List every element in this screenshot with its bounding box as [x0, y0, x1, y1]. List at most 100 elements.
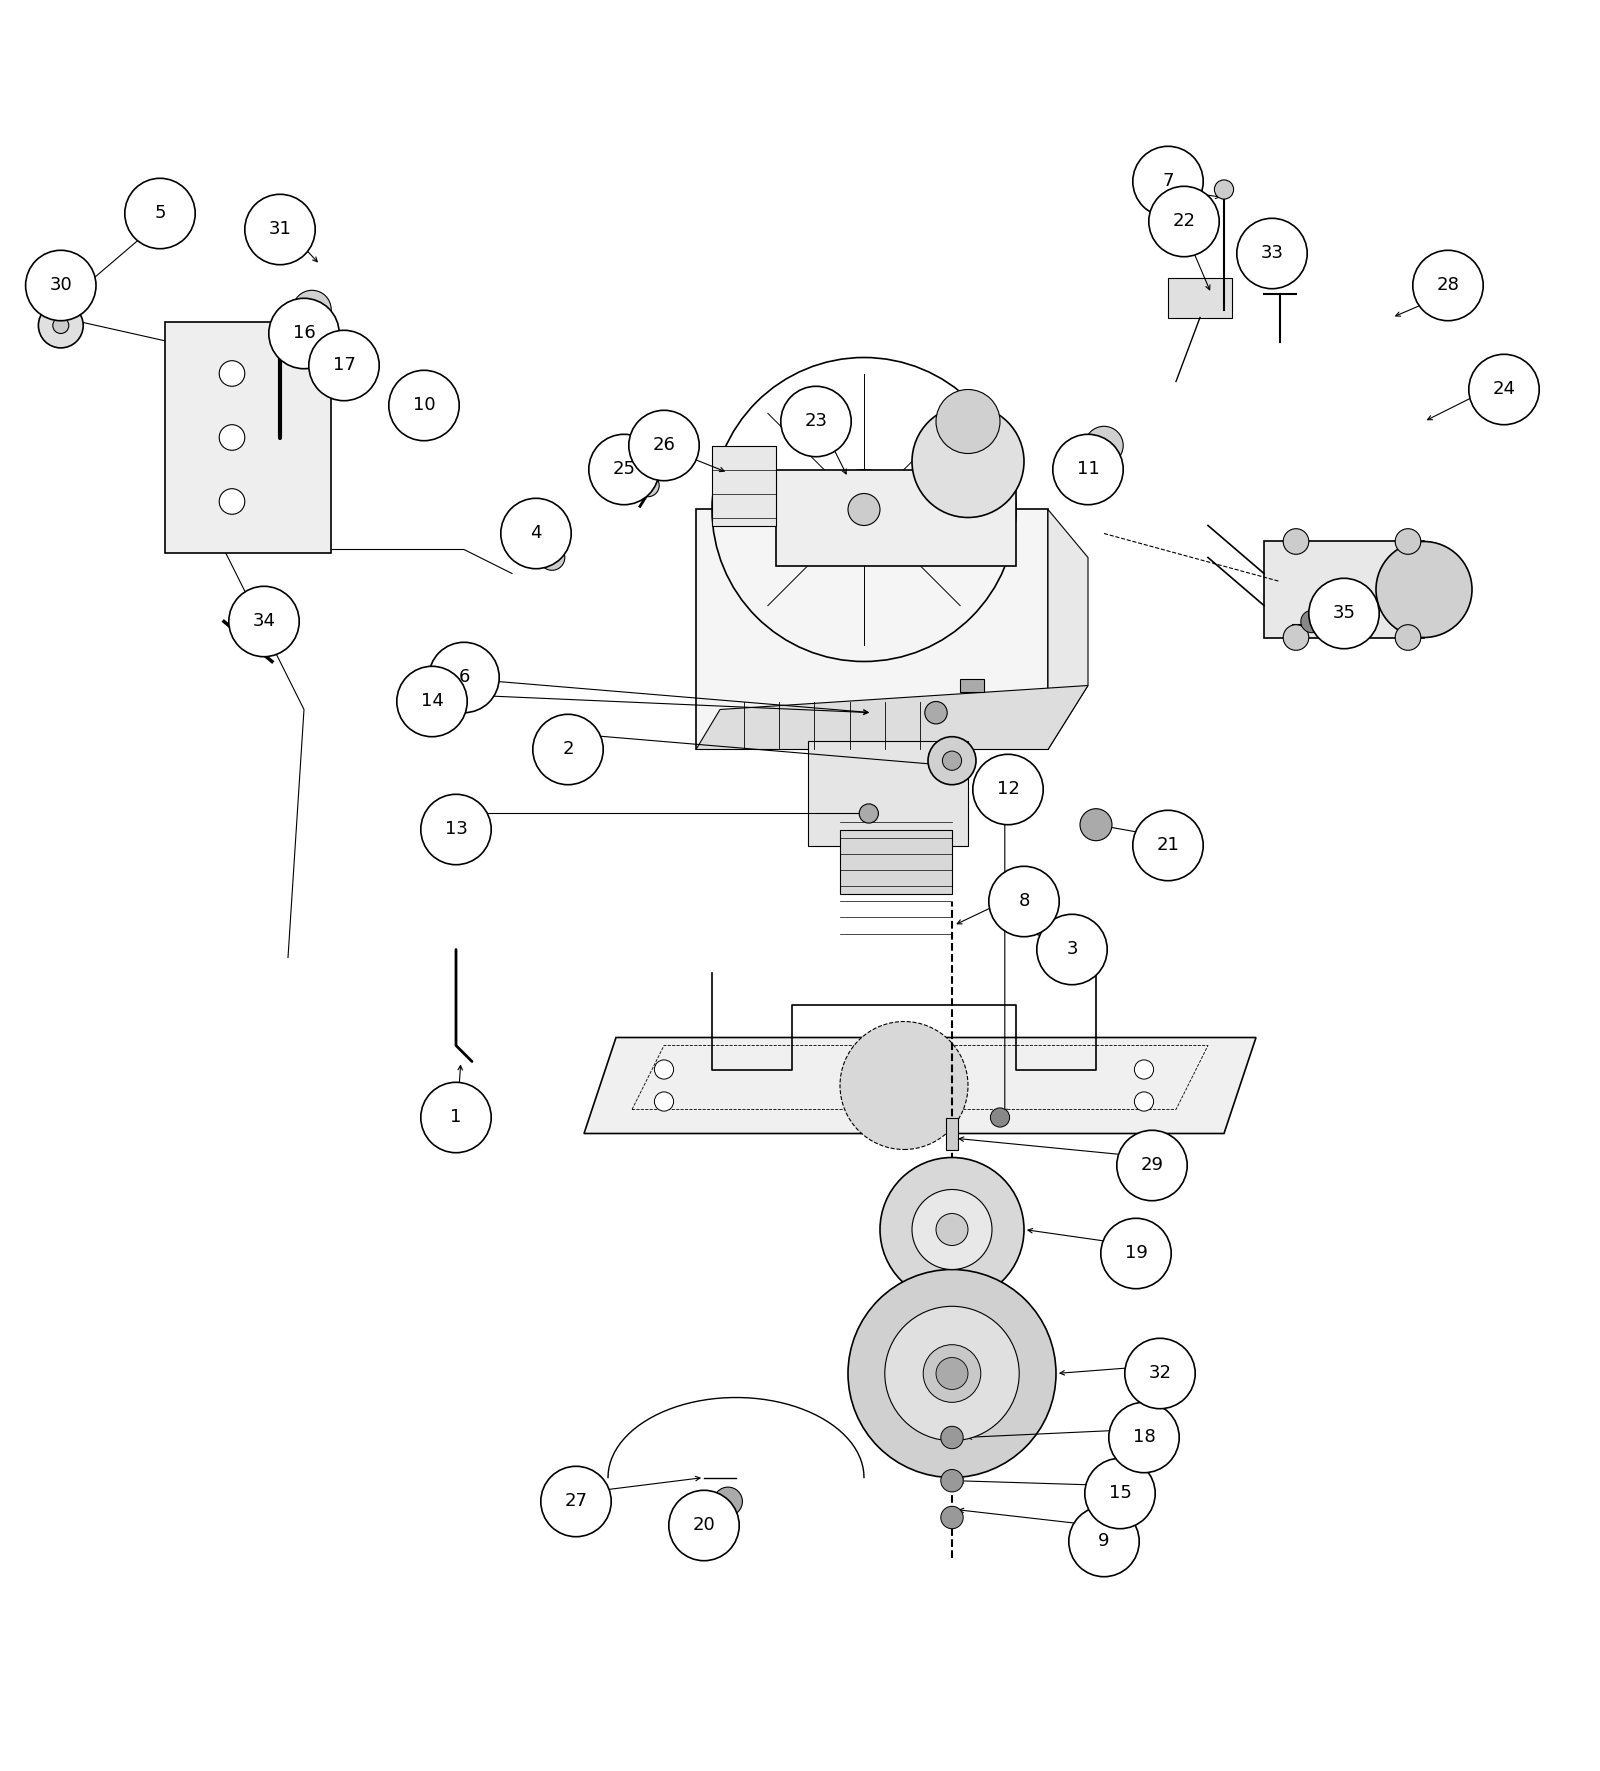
Circle shape — [654, 1093, 674, 1110]
Text: 33: 33 — [1261, 244, 1283, 262]
Circle shape — [629, 411, 699, 480]
Text: 34: 34 — [253, 613, 275, 630]
Circle shape — [941, 1470, 963, 1491]
Text: 4: 4 — [530, 524, 542, 542]
Circle shape — [26, 250, 96, 321]
Circle shape — [1395, 625, 1421, 650]
Text: 15: 15 — [1109, 1484, 1131, 1502]
FancyBboxPatch shape — [776, 469, 1016, 565]
Circle shape — [501, 498, 571, 568]
Circle shape — [38, 303, 83, 347]
Text: 26: 26 — [653, 436, 675, 455]
Text: 25: 25 — [613, 460, 635, 478]
Circle shape — [421, 1082, 491, 1153]
Circle shape — [1413, 250, 1483, 321]
Circle shape — [941, 1426, 963, 1449]
Text: 7: 7 — [1162, 172, 1174, 191]
Circle shape — [925, 701, 947, 724]
Text: 31: 31 — [269, 221, 291, 239]
Text: 22: 22 — [1173, 213, 1195, 230]
Text: 23: 23 — [805, 413, 827, 430]
Text: 16: 16 — [293, 324, 315, 342]
Circle shape — [1301, 611, 1323, 632]
Text: 19: 19 — [1125, 1245, 1147, 1263]
Circle shape — [1283, 530, 1309, 554]
Circle shape — [1133, 811, 1203, 880]
Circle shape — [880, 1158, 1024, 1302]
Polygon shape — [696, 685, 1088, 749]
Circle shape — [1085, 427, 1123, 464]
Circle shape — [781, 386, 851, 457]
Circle shape — [421, 795, 491, 864]
Text: 21: 21 — [1157, 836, 1179, 854]
Circle shape — [669, 1491, 739, 1560]
Text: 28: 28 — [1437, 276, 1459, 294]
Polygon shape — [1048, 510, 1088, 749]
Circle shape — [53, 317, 69, 333]
Circle shape — [269, 298, 339, 368]
Circle shape — [589, 434, 659, 505]
Circle shape — [1149, 186, 1219, 257]
Circle shape — [293, 290, 331, 329]
Circle shape — [1069, 1507, 1139, 1576]
Circle shape — [1134, 1093, 1154, 1110]
Circle shape — [1214, 181, 1234, 198]
Text: 30: 30 — [50, 276, 72, 294]
Circle shape — [1469, 354, 1539, 425]
FancyBboxPatch shape — [696, 510, 1048, 749]
Circle shape — [1237, 218, 1307, 289]
Text: 11: 11 — [1077, 460, 1099, 478]
Circle shape — [654, 1059, 674, 1079]
Circle shape — [1085, 1458, 1155, 1528]
Text: 8: 8 — [1018, 893, 1030, 910]
Circle shape — [533, 714, 603, 785]
Circle shape — [539, 545, 565, 570]
Circle shape — [848, 494, 880, 526]
Circle shape — [1125, 1339, 1195, 1408]
Circle shape — [840, 1022, 968, 1149]
Circle shape — [973, 754, 1043, 825]
Circle shape — [912, 1190, 992, 1270]
FancyBboxPatch shape — [712, 446, 776, 526]
Text: 1: 1 — [450, 1109, 462, 1126]
Text: 24: 24 — [1493, 381, 1515, 398]
Circle shape — [1101, 1218, 1171, 1289]
Circle shape — [1376, 542, 1472, 638]
Circle shape — [1037, 914, 1107, 985]
Text: 13: 13 — [445, 820, 467, 838]
Circle shape — [912, 406, 1024, 517]
Circle shape — [219, 425, 245, 450]
Circle shape — [885, 1307, 1019, 1440]
Text: 29: 29 — [1141, 1156, 1163, 1174]
Circle shape — [989, 866, 1059, 937]
Text: 17: 17 — [333, 356, 355, 374]
Circle shape — [389, 370, 459, 441]
Circle shape — [941, 1507, 963, 1528]
Polygon shape — [584, 1038, 1256, 1133]
Circle shape — [936, 390, 1000, 453]
FancyBboxPatch shape — [808, 742, 968, 845]
FancyBboxPatch shape — [165, 322, 331, 553]
Circle shape — [1117, 1130, 1187, 1201]
Circle shape — [923, 1344, 981, 1403]
Text: 10: 10 — [413, 397, 435, 414]
Text: 35: 35 — [1333, 604, 1355, 622]
Circle shape — [1283, 625, 1309, 650]
Circle shape — [637, 475, 659, 496]
Text: 6: 6 — [458, 668, 470, 687]
Text: 3: 3 — [1066, 940, 1078, 958]
Circle shape — [1134, 1059, 1154, 1079]
FancyBboxPatch shape — [1264, 542, 1424, 638]
FancyBboxPatch shape — [840, 829, 952, 894]
Text: 20: 20 — [693, 1516, 715, 1534]
Circle shape — [859, 804, 878, 824]
Circle shape — [245, 195, 315, 264]
Circle shape — [397, 666, 467, 737]
Circle shape — [990, 1109, 1010, 1126]
Circle shape — [936, 1358, 968, 1390]
Text: 18: 18 — [1133, 1429, 1155, 1447]
Text: 14: 14 — [421, 692, 443, 710]
Circle shape — [309, 331, 379, 400]
Text: 12: 12 — [997, 781, 1019, 799]
Circle shape — [1109, 1403, 1179, 1473]
